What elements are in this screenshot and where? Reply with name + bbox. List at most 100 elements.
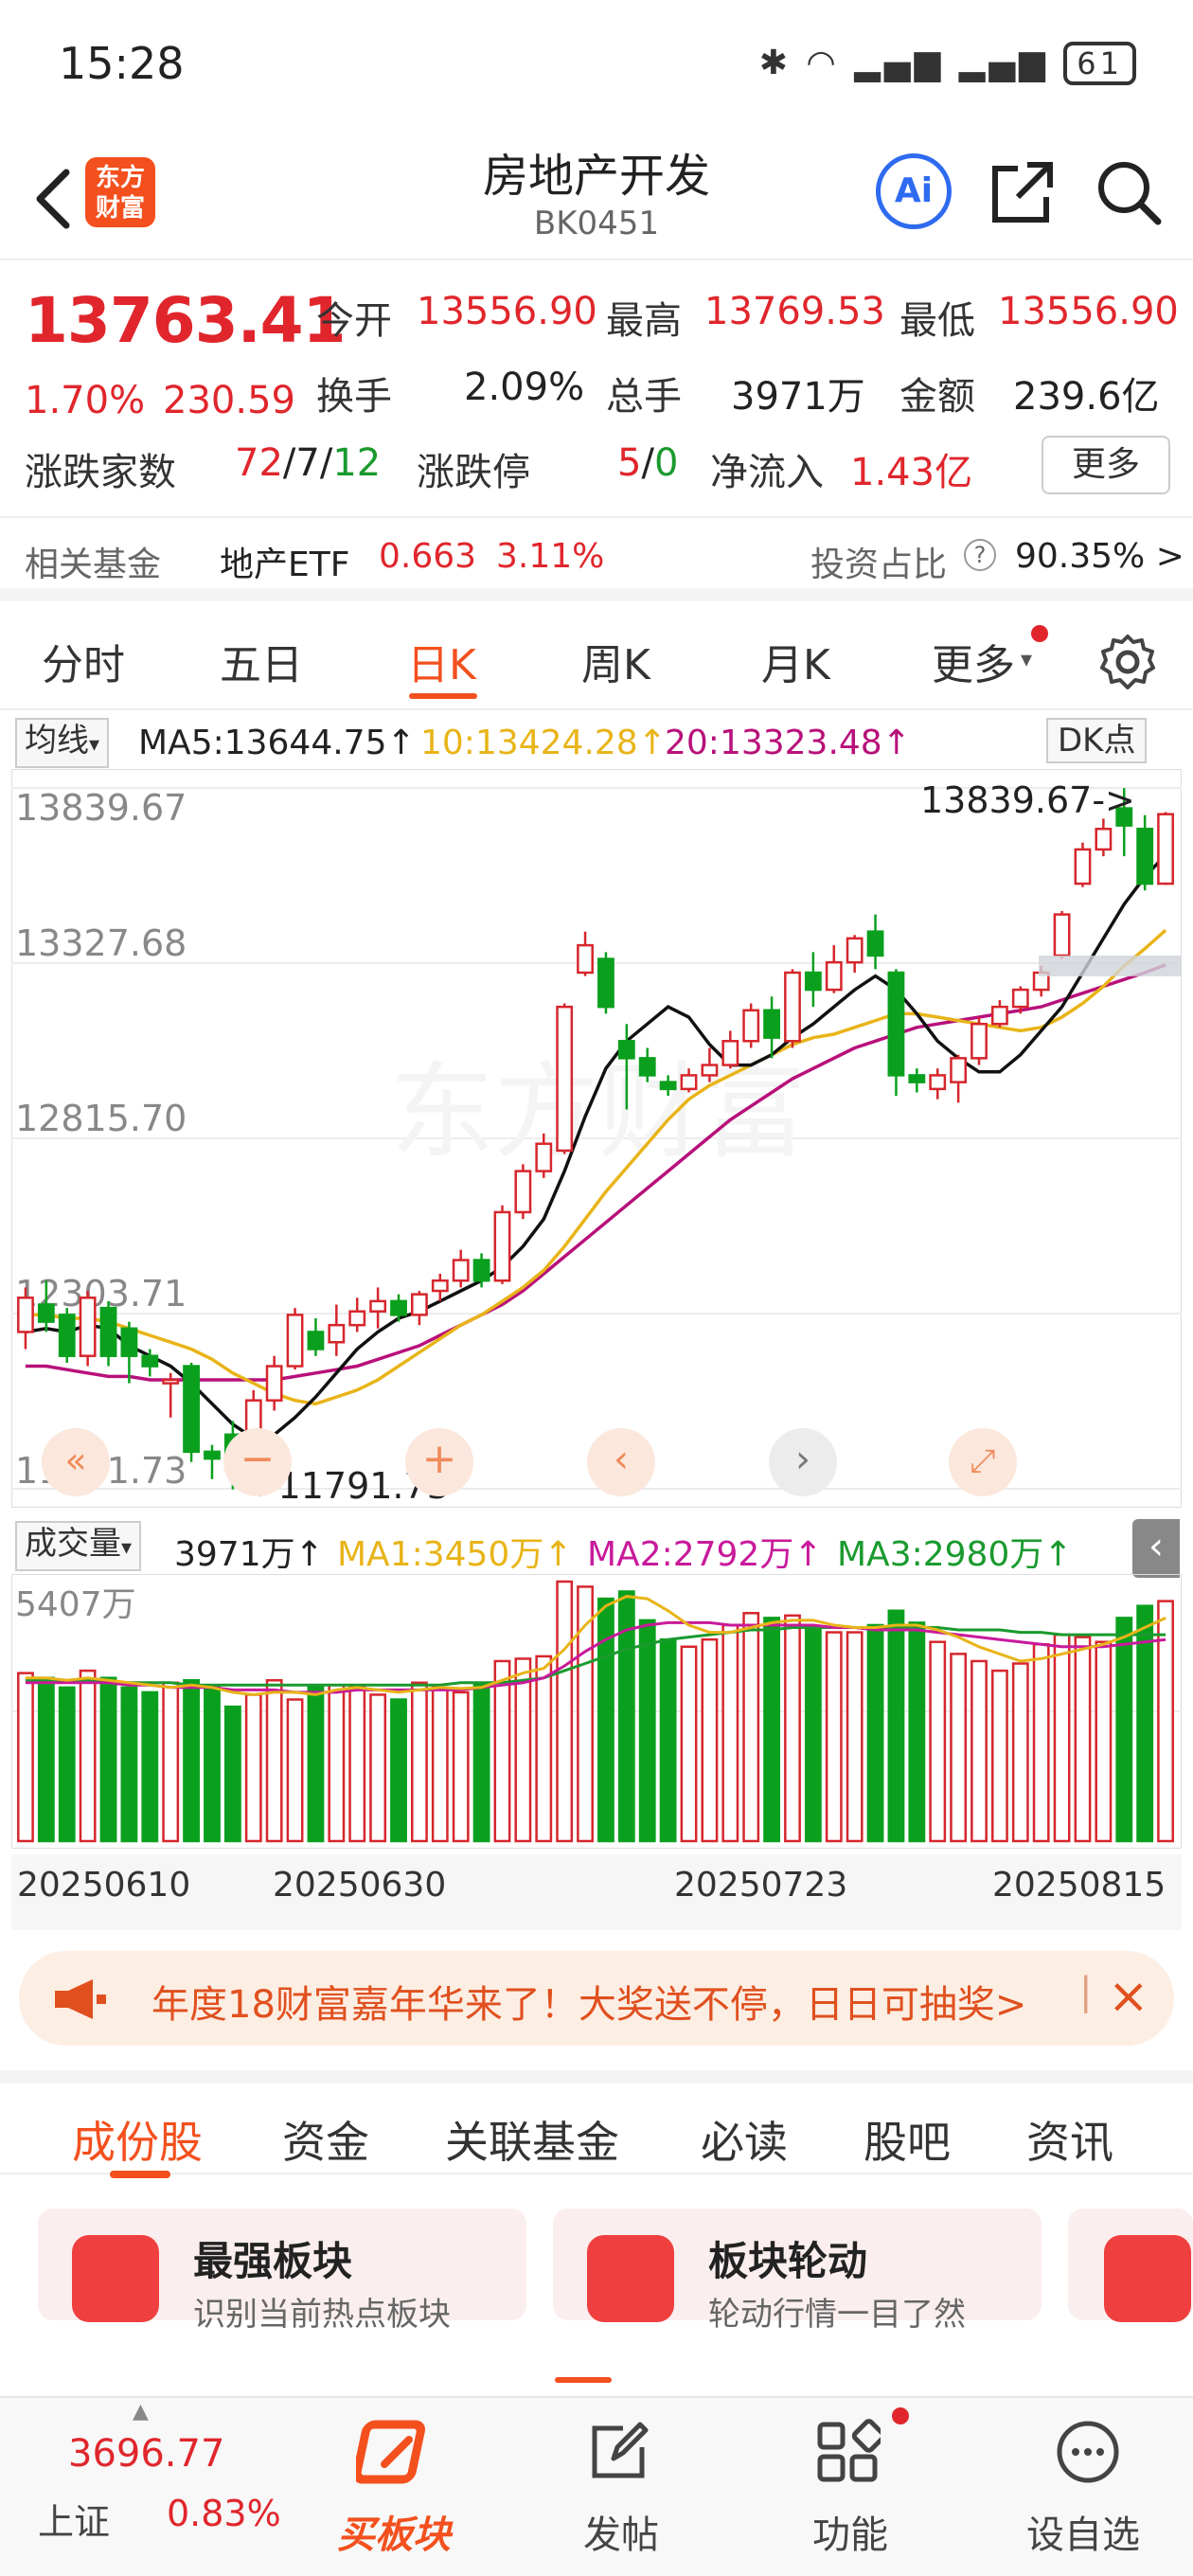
ma5-line <box>25 853 1167 1440</box>
tab-funds-flow[interactable]: 资金 <box>282 2117 369 2168</box>
zoom-out-button[interactable]: − <box>223 1428 292 1496</box>
next-button[interactable]: › <box>769 1428 837 1496</box>
post-button[interactable]: 发帖 <box>549 2398 691 2576</box>
notification-dot <box>892 2407 909 2424</box>
tab-intraday[interactable]: 分时 <box>42 641 125 689</box>
volume-bar <box>410 1681 428 1843</box>
ratio-label: 投资占比 <box>810 546 948 584</box>
buy-board-button[interactable]: 买板块 <box>322 2398 473 2576</box>
gear-icon[interactable] <box>1098 633 1157 691</box>
add-watchlist-button[interactable]: 设自选 <box>1004 2398 1174 2576</box>
divider: | <box>1079 1970 1093 2013</box>
signal-icon: ▂▄▆ <box>854 44 945 82</box>
fund-name: 地产ETF <box>220 546 350 584</box>
ai-icon[interactable]: Ai <box>876 153 952 229</box>
chevron-down-icon: ▾ <box>89 733 100 757</box>
prev-button[interactable]: ‹ <box>587 1428 655 1496</box>
candle <box>887 971 905 1077</box>
tab-more[interactable]: 更多 <box>932 641 1015 689</box>
dk-zone <box>1039 955 1182 976</box>
candle <box>120 1327 138 1357</box>
rewind-button[interactable]: « <box>42 1428 110 1496</box>
grid-icon <box>817 2419 881 2482</box>
card-title: 最强板块 <box>193 2238 353 2284</box>
ma20-line <box>25 963 1166 1382</box>
tab-daily-k[interactable]: 日K <box>407 641 476 689</box>
back-icon[interactable] <box>25 161 81 237</box>
volume-bar <box>17 1672 34 1843</box>
candle <box>950 1057 968 1083</box>
card-subtitle: 轮动行情一目了然 <box>708 2296 966 2334</box>
tab-weekly-k[interactable]: 周K <box>581 641 650 689</box>
tab-constituents[interactable]: 成份股 <box>72 2117 203 2168</box>
page-title: 房地产开发 <box>482 150 710 203</box>
volume-legend: 成交量▾ 3971万↑ MA1:3450万↑ MA2:2792万↑ MA3:29… <box>0 1519 1193 1574</box>
limit-label: 涨跌停 <box>417 451 530 494</box>
tab-underline <box>409 693 477 699</box>
function-label: 功能 <box>812 2513 888 2557</box>
more-button[interactable]: 更多 <box>1042 436 1170 494</box>
volume-bar <box>804 1626 822 1843</box>
ratio-value: 90.35% > <box>1015 537 1184 576</box>
edit-icon <box>592 2422 649 2478</box>
candlestick-chart[interactable]: 13839.6713327.6812815.7012303.7111791.73… <box>11 769 1182 1508</box>
card-subtitle: 识别当前热点板块 <box>193 2296 451 2334</box>
candle <box>79 1297 97 1357</box>
candle <box>804 971 822 992</box>
volume-bar <box>1095 1640 1113 1843</box>
volume-bar <box>369 1693 387 1843</box>
netflow-value: 1.43亿 <box>850 451 973 494</box>
fullscreen-icon[interactable]: ⤢ <box>949 1428 1017 1496</box>
function-button[interactable]: 功能 <box>776 2398 918 2576</box>
volume-bar <box>204 1686 221 1843</box>
volume-chart[interactable]: 5407万 <box>11 1574 1182 1849</box>
more-card[interactable] <box>1068 2209 1193 2322</box>
zoom-in-button[interactable]: + <box>405 1428 473 1496</box>
strongest-board-card[interactable]: 最强板块 识别当前热点板块 <box>38 2209 526 2334</box>
tab-monthly-k[interactable]: 月K <box>761 641 830 689</box>
volume-selector[interactable]: 成交量▾ <box>15 1521 142 1571</box>
flat-count: 7 <box>295 441 320 485</box>
candle <box>680 1074 698 1091</box>
candle <box>784 971 801 1043</box>
chart-tabs: 分时 五日 日K 周K 月K 更多 ▾ <box>0 606 1193 710</box>
candle <box>265 1365 283 1402</box>
status-time: 15:28 <box>59 38 185 89</box>
volume-bar <box>307 1686 325 1843</box>
buy-board-icon <box>356 2420 425 2484</box>
tab-five-day[interactable]: 五日 <box>220 641 303 689</box>
candle <box>908 1074 926 1083</box>
volume-bar <box>37 1676 55 1843</box>
high-value: 13769.53 <box>704 290 885 333</box>
tab-must-read[interactable]: 必读 <box>701 2117 788 2168</box>
share-icon[interactable] <box>989 159 1056 225</box>
index-ticker[interactable]: ▲ 3696.77 上证 0.83% <box>0 2398 294 2576</box>
board-rotation-card[interactable]: 板块轮动 轮动行情一目了然 <box>553 2209 1042 2334</box>
candle <box>286 1314 304 1368</box>
dk-point-button[interactable]: DK点 <box>1046 718 1148 763</box>
watchlist-label: 设自选 <box>1026 2513 1140 2557</box>
limit-down: 0 <box>653 441 679 485</box>
collapse-icon[interactable]: ‹ <box>1132 1519 1180 1578</box>
up-count: 72 <box>235 441 283 485</box>
candle <box>535 1142 553 1172</box>
more-dots-icon <box>1057 2421 1119 2483</box>
search-icon[interactable] <box>1094 157 1164 227</box>
close-icon[interactable]: × <box>1108 1968 1149 2025</box>
tab-related-funds[interactable]: 关联基金 <box>445 2117 619 2168</box>
chevron-up-icon: ▲ <box>133 2400 149 2424</box>
ma-selector[interactable]: 均线▾ <box>15 718 110 768</box>
related-fund-row[interactable]: 相关基金 地产ETF 0.663 3.11% 投资占比 ? 90.35% > <box>0 516 1193 601</box>
tab-forum[interactable]: 股吧 <box>864 2117 951 2168</box>
volume-bar <box>990 1669 1008 1843</box>
volume-bar <box>846 1631 864 1843</box>
ma-legend: 均线▾ MA5:13644.75↑ 10:13424.28↑ 20:13323.… <box>0 716 1193 768</box>
tab-news[interactable]: 资讯 <box>1026 2117 1113 2168</box>
layers-icon <box>1104 2235 1191 2322</box>
volume-bar <box>1136 1604 1154 1843</box>
help-icon[interactable]: ? <box>964 539 996 571</box>
y-axis-label: 13327.68 <box>15 922 187 964</box>
chevron-down-icon: ▾ <box>121 1536 133 1560</box>
limit-values: 5/0 <box>617 441 679 485</box>
promo-banner[interactable]: 年度18财富嘉年华来了！大奖送不停，日日可抽奖> | × <box>19 1951 1174 2046</box>
